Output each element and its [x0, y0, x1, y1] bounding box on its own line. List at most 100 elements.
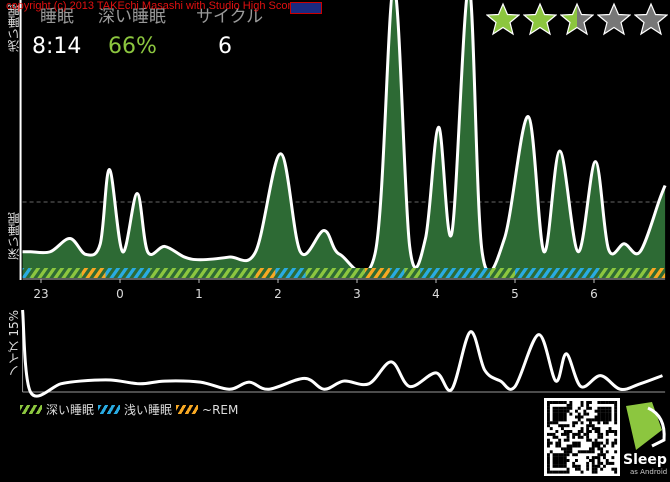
qr-module: [597, 406, 601, 410]
qr-module: [566, 444, 570, 448]
qr-module: [597, 453, 601, 457]
qr-module: [577, 435, 581, 439]
qr-module: [605, 450, 609, 454]
qr-module: [600, 461, 604, 465]
qr-module: [597, 441, 601, 445]
qr-module: [561, 427, 564, 431]
qr-module: [586, 412, 590, 416]
qr-module: [594, 427, 598, 431]
qr-module: [566, 409, 570, 413]
star-icon[interactable]: [597, 2, 631, 36]
star-icon[interactable]: [523, 2, 557, 36]
qr-module: [577, 444, 581, 448]
qr-module: [558, 456, 562, 460]
legend-light-label: 浅い睡眠: [124, 403, 173, 417]
qr-module: [572, 424, 576, 428]
qr-module: [558, 444, 562, 448]
legend-light-swatch: [98, 405, 121, 414]
qr-module: [600, 432, 604, 436]
qr-module: [561, 470, 564, 474]
qr-module: [589, 418, 592, 422]
qr-module: [591, 461, 595, 465]
qr-module: [555, 453, 559, 457]
qr-code[interactable]: [544, 398, 620, 476]
qr-module: [561, 409, 564, 413]
qr-module: [552, 401, 556, 404]
qr-module: [594, 415, 598, 419]
qr-module: [575, 421, 578, 425]
sleep-duration-label: 睡眠: [40, 7, 74, 27]
qr-module: [591, 447, 595, 451]
qr-module: [552, 412, 556, 416]
qr-module: [563, 453, 567, 457]
qr-module: [569, 450, 573, 454]
qr-module: [575, 441, 578, 445]
sleep-duration-value: 8:14: [32, 34, 82, 59]
qr-module: [561, 406, 564, 410]
star-icon[interactable]: [486, 2, 520, 36]
qr-module: [561, 412, 564, 416]
qr-module: [558, 418, 562, 422]
qr-module: [555, 418, 559, 422]
qr-module: [561, 401, 564, 404]
cycles-value: 6: [218, 34, 232, 59]
qr-module: [547, 406, 550, 410]
qr-module: [566, 467, 570, 471]
qr-module: [589, 424, 592, 428]
logo-text: Sleep: [623, 452, 667, 468]
qr-module: [586, 456, 590, 460]
qr-module: [555, 441, 559, 445]
qr-module: [572, 441, 576, 445]
qr-module: [608, 418, 612, 422]
qr-module: [583, 450, 587, 454]
star-icon[interactable]: [560, 2, 594, 36]
qr-module: [597, 459, 601, 462]
qr-module: [563, 418, 567, 422]
qr-module: [555, 401, 559, 404]
qr-module: [614, 441, 618, 445]
qr-module: [563, 424, 567, 428]
qr-module: [605, 438, 609, 442]
star-icon[interactable]: [634, 2, 668, 36]
qr-module: [572, 464, 576, 468]
legend-deep-label: 深い睡眠: [46, 403, 95, 417]
stage-segment-deep: [30, 268, 82, 278]
qr-module: [575, 459, 578, 462]
qr-module: [577, 430, 581, 433]
qr-module: [608, 412, 612, 416]
qr-module: [561, 456, 564, 460]
qr-module: [563, 447, 567, 451]
qr-module: [575, 415, 578, 419]
qr-module: [605, 401, 609, 404]
qr-module: [600, 401, 604, 404]
qr-module: [577, 432, 581, 436]
qr-module: [586, 418, 590, 422]
qr-module: [555, 412, 559, 416]
rating-stars[interactable]: [486, 2, 668, 36]
qr-module: [586, 450, 590, 454]
qr-module: [572, 421, 576, 425]
legend: 深い睡眠 浅い睡眠 ~REM: [20, 401, 238, 418]
qr-module: [547, 459, 550, 462]
qr-module: [558, 401, 562, 404]
qr-module: [589, 430, 592, 433]
qr-module: [561, 447, 564, 451]
qr-module: [611, 456, 615, 460]
stage-segment-deep: [599, 268, 650, 278]
qr-module: [549, 401, 553, 404]
qr-module: [597, 409, 601, 413]
qr-module: [603, 406, 606, 410]
qr-module: [558, 459, 562, 462]
qr-module: [563, 456, 567, 460]
qr-module: [572, 453, 576, 457]
qr-module: [547, 432, 550, 436]
qr-module: [589, 459, 592, 462]
qr-module: [611, 441, 615, 445]
qr-module: [614, 418, 618, 422]
qr-module: [580, 401, 584, 404]
qr-module: [566, 403, 570, 407]
qr-module: [597, 427, 601, 431]
qr-module: [591, 424, 595, 428]
qr-module: [569, 412, 573, 416]
qr-module: [589, 401, 592, 404]
